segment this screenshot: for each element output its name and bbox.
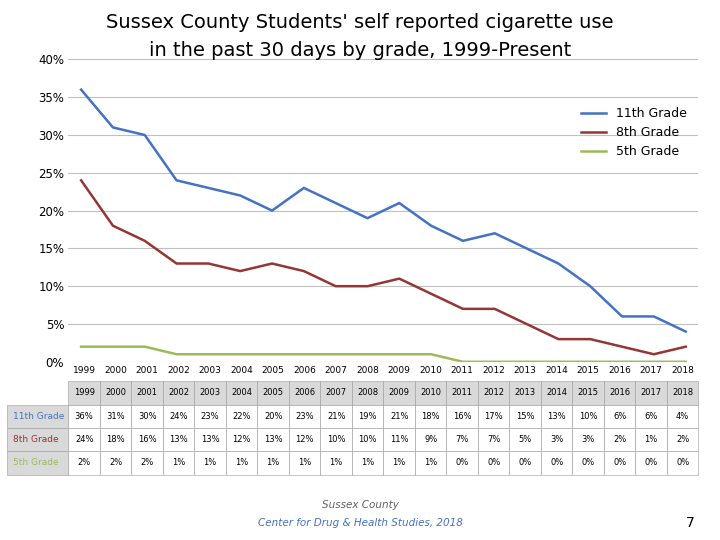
Text: Sussex County: Sussex County [322,500,398,510]
Text: 2001: 2001 [135,366,158,375]
Text: 2008: 2008 [356,366,379,375]
Text: 7: 7 [686,516,695,530]
Text: 2018: 2018 [671,366,694,375]
Text: 2015: 2015 [577,366,600,375]
Text: 2009: 2009 [387,366,410,375]
Text: 2012: 2012 [482,366,505,375]
Text: 2005: 2005 [261,366,284,375]
Text: 2006: 2006 [293,366,316,375]
Text: 2004: 2004 [230,366,253,375]
Text: Sussex County Students' self reported cigarette use: Sussex County Students' self reported ci… [107,14,613,32]
Text: 2000: 2000 [104,366,127,375]
Text: 2010: 2010 [419,366,442,375]
Text: 2017: 2017 [639,366,662,375]
Text: 2011: 2011 [451,366,474,375]
Text: Center for Drug & Health Studies, 2018: Center for Drug & Health Studies, 2018 [258,518,462,528]
Text: 2016: 2016 [608,366,631,375]
Text: in the past 30 days by grade, 1999-Present: in the past 30 days by grade, 1999-Prese… [149,40,571,59]
Text: 2007: 2007 [325,366,348,375]
Text: 2014: 2014 [545,366,568,375]
Text: 1999: 1999 [73,366,96,375]
Text: 2013: 2013 [513,366,536,375]
Legend: 11th Grade, 8th Grade, 5th Grade: 11th Grade, 8th Grade, 5th Grade [576,102,692,164]
Text: 2003: 2003 [199,366,222,375]
Text: 2002: 2002 [167,366,190,375]
